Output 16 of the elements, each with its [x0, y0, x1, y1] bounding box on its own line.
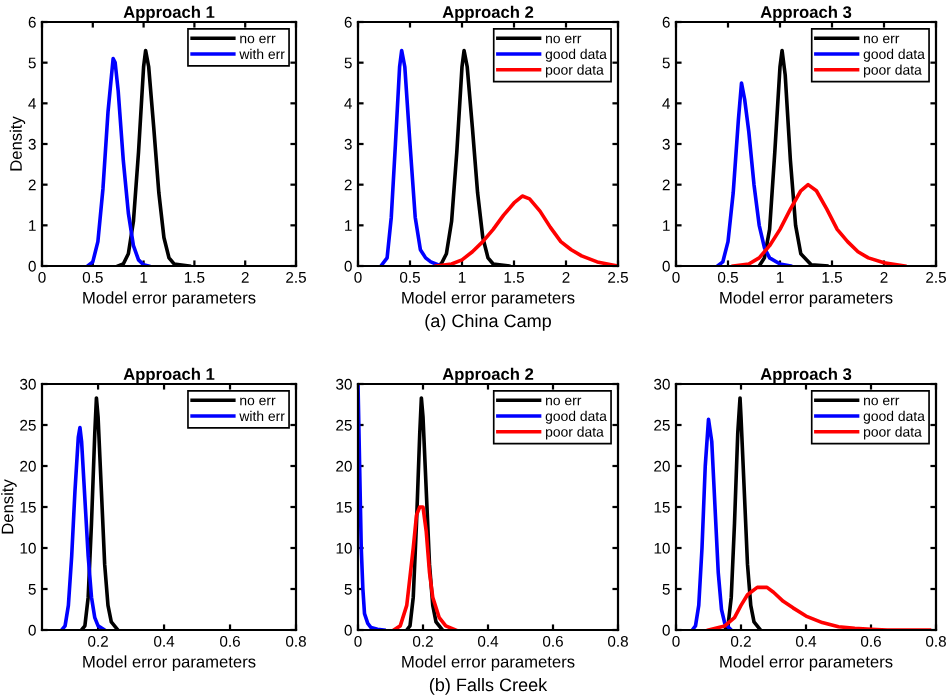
- chart-title: Approach 3: [760, 367, 852, 384]
- x-axis-title: Model error parameters: [83, 655, 256, 671]
- x-axis-title: Model error parameters: [402, 655, 575, 671]
- x-axis-title: Model error parameters: [402, 291, 575, 307]
- x-axis-title: Model error parameters: [720, 291, 893, 307]
- text: (b) Falls Creek: [429, 678, 548, 695]
- x-axis-title: Model error parameters: [720, 655, 893, 671]
- y-axis-title: Density: [1, 479, 17, 534]
- y-axis-title: Density: [9, 116, 26, 171]
- chart-title: Approach 2: [442, 5, 534, 22]
- chart-title: Approach 1: [123, 5, 215, 22]
- chart-title: Approach 3: [760, 5, 852, 22]
- x-axis-title: Model error parameters: [83, 291, 256, 307]
- chart-title: Approach 1: [123, 367, 215, 384]
- chart-title: Approach 2: [442, 367, 534, 384]
- text: (a) China Camp: [425, 314, 551, 331]
